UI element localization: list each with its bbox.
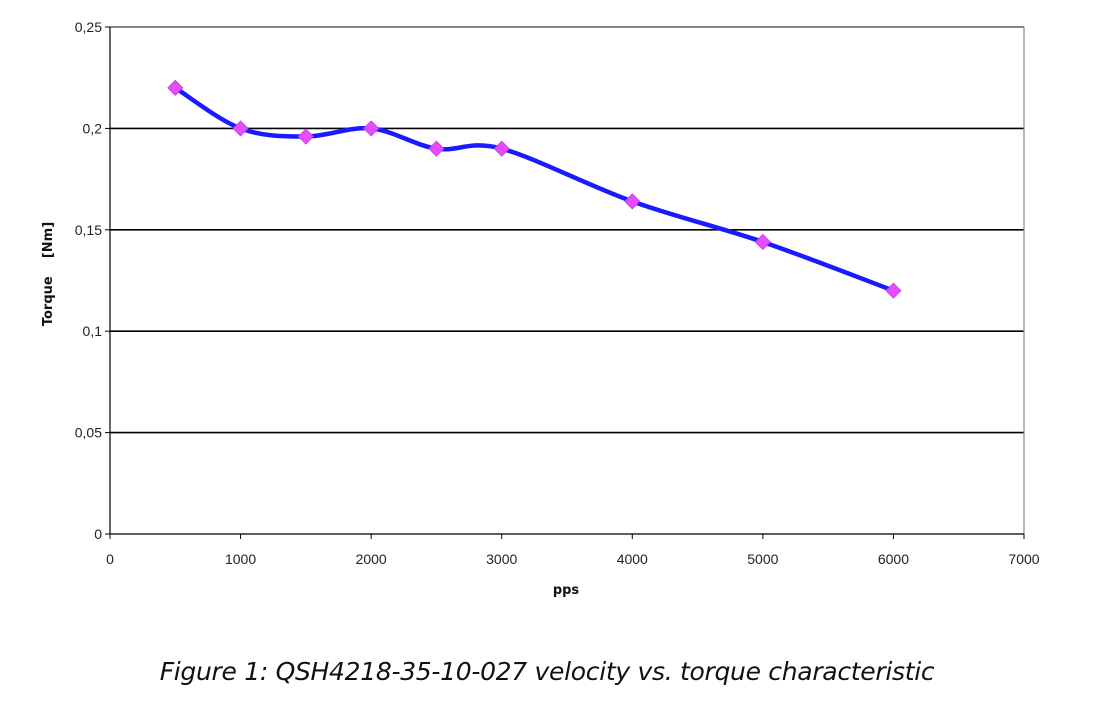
data-point-0 <box>167 79 184 96</box>
y-tick-label-3: 0,15 <box>75 222 102 238</box>
series-layer <box>167 79 902 299</box>
x-tick-label-5: 5000 <box>747 551 778 567</box>
data-point-3 <box>363 120 380 137</box>
series-line-0 <box>173 85 896 293</box>
x-tick-label-7: 7000 <box>1008 551 1039 567</box>
y-tick-label-4: 0,2 <box>83 120 103 136</box>
data-point-8 <box>885 282 902 299</box>
torque-chart: 0 0,05 0,1 0,15 0,2 0,25 0 1000 2000 3000 4000 500… <box>41 19 1040 598</box>
x-tick-label-1: 1000 <box>225 551 256 567</box>
data-point-4 <box>428 140 445 157</box>
y-axis-label: Torque [Nm] <box>41 222 56 326</box>
data-point-1 <box>232 120 249 137</box>
data-point-5 <box>493 140 510 157</box>
gridlines <box>110 26 1024 434</box>
data-point-7 <box>754 233 771 251</box>
x-tick-label-2: 2000 <box>356 551 387 567</box>
y-tick-label-0: 0 <box>94 526 102 542</box>
x-tick-labels: 0 1000 2000 3000 4000 5000 6000 7000 <box>106 551 1040 567</box>
y-tick-label-5: 0,25 <box>75 19 102 35</box>
x-tick-label-3: 3000 <box>486 551 517 567</box>
data-point-2 <box>297 128 314 145</box>
x-tick-label-0: 0 <box>106 551 114 567</box>
axes <box>105 26 1025 539</box>
data-point-6 <box>624 193 641 210</box>
y-tick-label-1: 0,05 <box>75 425 102 441</box>
y-tick-label-2: 0,1 <box>83 323 103 339</box>
y-tick-labels: 0 0,05 0,1 0,15 0,2 0,25 <box>75 19 102 542</box>
figure-caption: Figure 1: QSH4218-35-10-027 velocity vs.… <box>159 657 935 686</box>
x-axis-label: pps <box>553 583 580 598</box>
x-tick-label-6: 6000 <box>878 551 909 567</box>
x-tick-label-4: 4000 <box>617 551 648 567</box>
